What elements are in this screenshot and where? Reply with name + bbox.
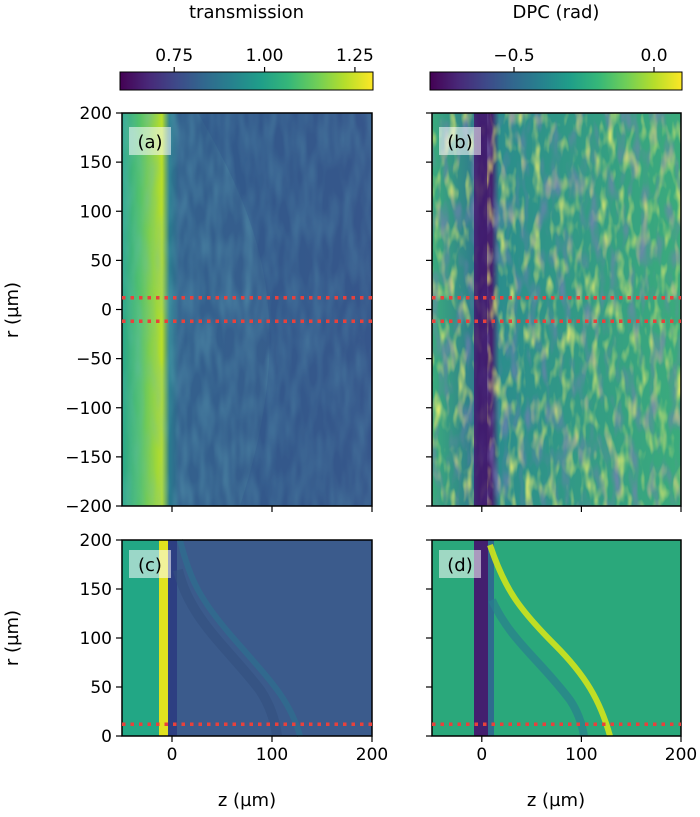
panel-c-tag: (c) bbox=[138, 555, 162, 576]
panel-a: (a) bbox=[121, 112, 373, 507]
x-tick-label: 200 bbox=[356, 745, 388, 765]
panel-c-shock-front bbox=[177, 539, 303, 737]
y-tick-label: 50 bbox=[90, 251, 112, 271]
x-tick-label: 0 bbox=[167, 745, 178, 765]
colorbar-tick-label: 1.00 bbox=[246, 46, 284, 66]
axes: −200 −150 −100 −50 0 50 100 150 200 0 100 200 0 50 100… bbox=[65, 104, 697, 765]
y-tick-label: −100 bbox=[65, 399, 112, 419]
panel-c-tag-box bbox=[129, 550, 171, 578]
colorbar-dpc-ticks: −0.5 0.0 bbox=[493, 46, 668, 72]
panel-d-tag: (d) bbox=[447, 555, 472, 576]
y-tick-label: 100 bbox=[80, 202, 112, 222]
panel-c: (c) bbox=[121, 539, 373, 737]
colorbar-transmission: transmission 0.75 1.00 1.25 bbox=[119, 2, 374, 91]
y-axis-title-bottom: r (µm) bbox=[2, 610, 23, 666]
y-tick-label: −200 bbox=[65, 497, 112, 517]
panel-a-tag: (a) bbox=[137, 132, 162, 153]
panel-b-tag: (b) bbox=[447, 132, 472, 153]
colorbar-tick-label: 1.25 bbox=[336, 46, 374, 66]
panel-b-tag-box bbox=[439, 127, 481, 155]
colorbar-tick-label: 0.0 bbox=[640, 46, 667, 66]
colorbar-transmission-strip bbox=[119, 71, 374, 91]
panel-b: (b) bbox=[431, 112, 682, 507]
y-tick-label: 150 bbox=[80, 580, 112, 600]
y-tick-label: 100 bbox=[80, 629, 112, 649]
colorbar-dpc-label: DPC (rad) bbox=[513, 2, 600, 23]
y-tick-label: 200 bbox=[80, 531, 112, 551]
y-tick-label: −50 bbox=[76, 350, 112, 370]
colorbar-transmission-label: transmission bbox=[189, 2, 304, 23]
y-tick-label: 200 bbox=[80, 104, 112, 124]
panel-a-noise bbox=[122, 113, 372, 506]
x-tick-label: 200 bbox=[665, 745, 697, 765]
y-tick-label: 0 bbox=[101, 301, 112, 321]
y-tick-label: 50 bbox=[90, 678, 112, 698]
y-tick-label: 0 bbox=[101, 727, 112, 747]
colorbar-dpc-strip bbox=[429, 71, 683, 91]
panel-d: (d) bbox=[431, 539, 682, 737]
panel-d-tag-box bbox=[439, 550, 481, 578]
panel-d-blue-strip bbox=[488, 540, 494, 736]
panel-a-dark-band bbox=[198, 113, 372, 506]
panel-d-dark-stripe bbox=[474, 540, 488, 736]
panel-b-noise-dark bbox=[432, 113, 681, 506]
panel-b-dark-stripe bbox=[474, 113, 487, 506]
colorbar-tick-label: 0.75 bbox=[155, 46, 193, 66]
y-axis-title-top: r (µm) bbox=[2, 282, 23, 338]
marker-lines bbox=[122, 295, 681, 726]
panel-d-shock-inner bbox=[488, 598, 588, 737]
colorbar-transmission-ticks: 0.75 1.00 1.25 bbox=[155, 46, 374, 72]
x-axis-title-right: z (µm) bbox=[527, 790, 585, 811]
y-tick-label: −150 bbox=[65, 448, 112, 468]
panel-a-tag-box bbox=[129, 127, 171, 155]
x-tick-label: 100 bbox=[256, 745, 288, 765]
panel-c-bright-edge bbox=[159, 540, 168, 736]
colorbar-dpc: DPC (rad) −0.5 0.0 bbox=[429, 2, 683, 91]
y-tick-label: 150 bbox=[80, 153, 112, 173]
panel-c-dark-stripe bbox=[168, 540, 177, 736]
panel-c-shock-inner bbox=[173, 568, 282, 737]
panel-c-bg-right bbox=[177, 540, 372, 736]
x-tick-label: 100 bbox=[565, 745, 597, 765]
panel-d-shock-front bbox=[487, 544, 613, 737]
x-tick-label: 0 bbox=[476, 745, 487, 765]
colorbar-tick-label: −0.5 bbox=[493, 46, 534, 66]
x-axis-title-left: z (µm) bbox=[218, 790, 276, 811]
